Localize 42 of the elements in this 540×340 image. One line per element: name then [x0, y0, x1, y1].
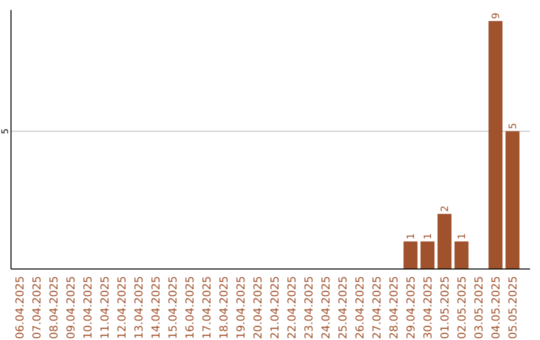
x-tick-label: 25.04.2025	[336, 276, 350, 339]
x-tick-label: 12.04.2025	[116, 276, 128, 339]
data-label: 2	[440, 206, 451, 212]
x-tick-label: 16.04.2025	[184, 276, 196, 339]
x-tick-label: 04.05.2025	[490, 276, 502, 339]
x-tick-label: 09.04.2025	[64, 276, 78, 339]
bar	[420, 241, 434, 269]
x-tick-label: 28.04.2025	[388, 276, 400, 339]
x-tick-label: 01.05.2025	[438, 276, 452, 339]
bar	[506, 131, 520, 269]
data-label: 1	[423, 233, 434, 240]
x-tick-label: 30.04.2025	[422, 276, 434, 339]
x-tick-label: 24.04.2025	[320, 276, 332, 339]
x-tick-label: 10.04.2025	[82, 276, 94, 339]
x-tick-label: 15.04.2025	[166, 276, 180, 339]
bar	[488, 21, 502, 269]
x-tick-label: 20.04.2025	[252, 276, 264, 339]
x-tick-label: 13.04.2025	[132, 276, 146, 339]
x-tick-label: 06.04.2025	[14, 276, 26, 339]
x-tick-label: 22.04.2025	[286, 276, 298, 339]
bar	[438, 214, 452, 269]
x-tick-label: 29.04.2025	[404, 276, 418, 339]
x-tick-label: 14.04.2025	[150, 276, 162, 339]
x-tick-label: 19.04.2025	[234, 276, 248, 339]
x-tick-label: 05.05.2025	[506, 276, 520, 339]
x-tick-label: 07.04.2025	[30, 276, 44, 339]
data-label: 1	[457, 233, 468, 240]
data-label: 9	[491, 12, 502, 20]
data-label: 5	[508, 122, 519, 130]
bar	[404, 241, 418, 269]
x-tick-label: 03.05.2025	[472, 276, 486, 339]
x-tick-label: 18.04.2025	[218, 276, 230, 339]
data-label: 1	[406, 233, 417, 240]
x-tick-label: 08.04.2025	[48, 276, 60, 339]
x-tick-label: 26.04.2025	[354, 276, 366, 339]
x-tick-label: 02.05.2025	[456, 276, 468, 339]
x-tick-label: 17.04.2025	[200, 276, 214, 339]
x-tick-label: 11.04.2025	[98, 276, 112, 339]
bar	[454, 241, 468, 269]
x-tick-label: 27.04.2025	[370, 276, 384, 339]
x-tick-label: 23.04.2025	[302, 276, 316, 339]
x-tick-label: 21.04.2025	[268, 276, 282, 339]
